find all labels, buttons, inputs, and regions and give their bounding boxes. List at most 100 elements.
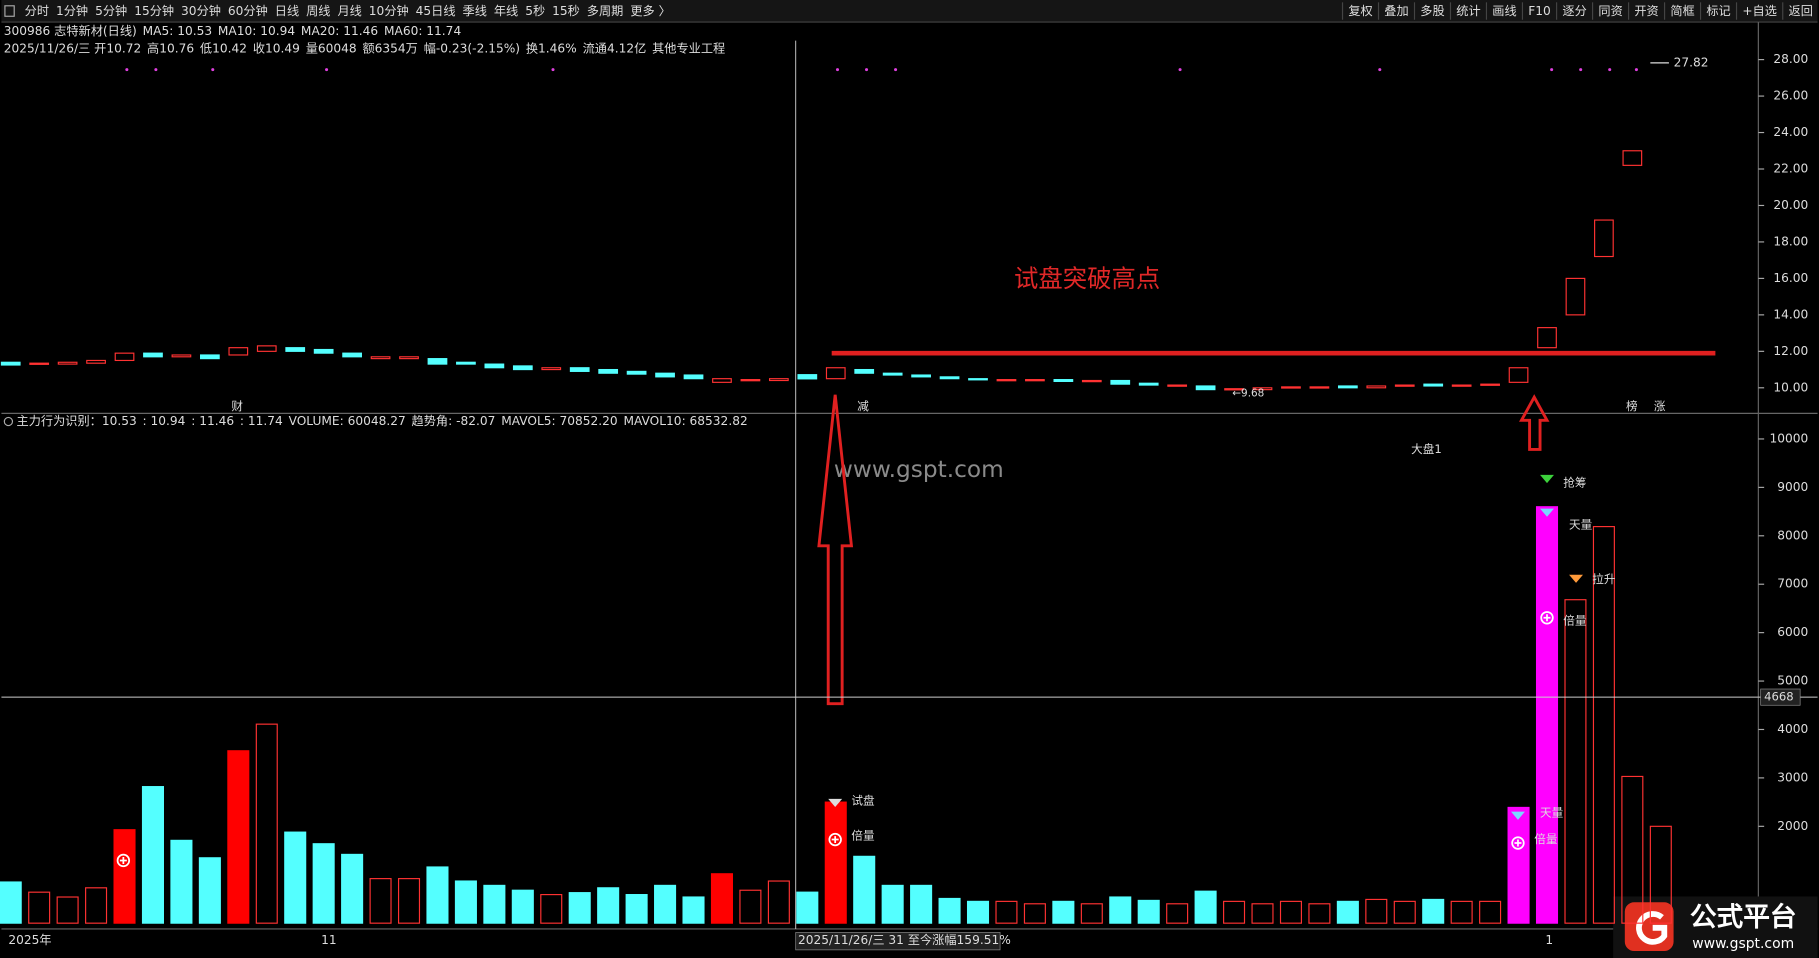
x-label: 11 bbox=[321, 933, 337, 947]
volume-bar bbox=[1023, 903, 1046, 924]
toolbar-button[interactable]: 简框 bbox=[1670, 4, 1694, 18]
toolbar-button[interactable]: 标记 bbox=[1706, 4, 1730, 18]
volume-bar bbox=[426, 866, 449, 924]
x-label: 2025年 bbox=[8, 933, 51, 947]
volume-bar bbox=[1080, 903, 1103, 924]
volume-bar bbox=[540, 894, 563, 924]
candle bbox=[456, 361, 476, 365]
volume-bar bbox=[141, 786, 165, 924]
candle bbox=[626, 370, 647, 375]
signal-dot bbox=[551, 68, 555, 72]
info-text: MA20: 11.46 bbox=[301, 24, 378, 38]
volume-bar bbox=[255, 723, 278, 924]
crosshair-label: 4668 bbox=[1764, 690, 1794, 704]
y-tick-label: 16.00 bbox=[1773, 271, 1808, 285]
marker: 财 bbox=[231, 399, 243, 413]
volume-bar bbox=[966, 900, 990, 924]
toolbar-tab[interactable]: 5秒 bbox=[525, 4, 545, 18]
toolbar-button[interactable]: 逐分 bbox=[1562, 4, 1586, 18]
volume-bar bbox=[824, 801, 847, 924]
toolbar-tab[interactable]: 月线 bbox=[337, 4, 361, 18]
toolbar-tab[interactable]: 更多 〉 bbox=[630, 4, 670, 18]
toolbar-button[interactable]: F10 bbox=[1528, 4, 1551, 18]
volume-bar bbox=[1592, 526, 1615, 924]
signal-icon bbox=[1540, 474, 1554, 484]
signal-dot bbox=[154, 68, 158, 72]
volume-bar bbox=[597, 887, 620, 924]
info-text: : 11.74 bbox=[240, 414, 283, 428]
volume-bar bbox=[1137, 899, 1160, 924]
volume-bar bbox=[0, 881, 22, 924]
toolbar-tab[interactable]: 15秒 bbox=[552, 4, 580, 18]
candle bbox=[541, 367, 562, 371]
toolbar-tab[interactable]: 1分钟 bbox=[56, 3, 88, 18]
toolbar-tab[interactable]: 30分钟 bbox=[181, 3, 221, 18]
toolbar-tab[interactable]: 10分钟 bbox=[369, 3, 409, 18]
toolbar-button[interactable]: 统计 bbox=[1456, 4, 1480, 18]
toolbar-tab[interactable]: 周线 bbox=[306, 4, 330, 18]
signal-icon bbox=[1514, 839, 1522, 847]
volume-bar bbox=[1223, 900, 1246, 924]
toolbar-tab[interactable]: 5分钟 bbox=[95, 3, 127, 18]
candle bbox=[797, 374, 818, 380]
signal-dot bbox=[1378, 68, 1382, 72]
volume-bar bbox=[1251, 903, 1274, 924]
signal-icon bbox=[828, 798, 843, 808]
info-text: 低10.42 bbox=[200, 41, 247, 55]
candle bbox=[740, 379, 761, 382]
volume-bar bbox=[198, 857, 221, 924]
toolbar-tab[interactable]: 分时 bbox=[25, 4, 49, 18]
signal-icon bbox=[831, 836, 839, 844]
toolbar-tab[interactable]: 多周期 bbox=[587, 4, 624, 18]
candle bbox=[228, 347, 249, 356]
toolbar-tab[interactable]: 45日线 bbox=[416, 4, 456, 18]
y-tick-label: 8000 bbox=[1777, 528, 1808, 542]
logo-url: www.gspt.com bbox=[1692, 936, 1794, 952]
volume-bar bbox=[483, 884, 506, 924]
info-text: 300986 志特新材(日线) bbox=[4, 23, 137, 38]
signal-label: 抢筹 bbox=[1563, 476, 1586, 490]
toolbar-tab[interactable]: 60分钟 bbox=[228, 3, 268, 18]
info-text: 趋势角: -82.07 bbox=[412, 414, 496, 428]
signal-icon bbox=[1511, 836, 1525, 850]
toolbar-button[interactable]: 返回 bbox=[1789, 4, 1813, 18]
toolbar-tab[interactable]: 15分钟 bbox=[134, 3, 174, 18]
toolbar-tab[interactable]: 季线 bbox=[463, 4, 487, 18]
info-text: : 10.94 bbox=[143, 414, 186, 428]
y-tick-label: 10.00 bbox=[1773, 380, 1808, 394]
candle bbox=[655, 372, 675, 378]
y-tick-label: 6000 bbox=[1777, 625, 1808, 639]
candle bbox=[199, 354, 220, 360]
signal-dot bbox=[1579, 68, 1583, 72]
signal-icon bbox=[828, 832, 842, 847]
toolbar-button[interactable]: 叠加 bbox=[1384, 4, 1408, 18]
volume-bar bbox=[710, 873, 733, 924]
y-tick-label: 14.00 bbox=[1773, 307, 1808, 321]
signal-dot bbox=[125, 68, 129, 72]
toolbar-tab[interactable]: 日线 bbox=[275, 4, 299, 18]
volume-bar bbox=[853, 855, 876, 924]
volume-bar bbox=[1365, 898, 1388, 924]
info-text: MA5: 10.53 bbox=[143, 24, 212, 38]
toolbar-button[interactable]: 画线 bbox=[1492, 4, 1516, 18]
signal-label: 大盘1 bbox=[1411, 442, 1442, 456]
logo-glyph bbox=[1636, 911, 1668, 945]
toolbar-button[interactable]: 开资 bbox=[1634, 4, 1658, 18]
volume-bar bbox=[1194, 890, 1217, 924]
info-text: 幅-0.23(-2.15%) bbox=[424, 40, 520, 55]
toolbar-button[interactable]: 同资 bbox=[1598, 4, 1622, 18]
volume-bar bbox=[881, 884, 904, 924]
volume-bar bbox=[654, 884, 677, 924]
volume-bar bbox=[28, 891, 51, 924]
y-tick-label: 5000 bbox=[1777, 674, 1808, 688]
volume-bar bbox=[1621, 775, 1644, 924]
signal-icon bbox=[1540, 508, 1554, 517]
toolbar-button[interactable]: +自选 bbox=[1742, 4, 1777, 18]
candle bbox=[171, 354, 192, 358]
indicator-icon bbox=[3, 416, 14, 427]
toolbar-tab[interactable]: 年线 bbox=[494, 4, 518, 18]
toolbar-button[interactable]: 复权 bbox=[1348, 4, 1372, 18]
candle bbox=[683, 374, 704, 380]
toolbar-button[interactable]: 多股 bbox=[1420, 4, 1444, 18]
